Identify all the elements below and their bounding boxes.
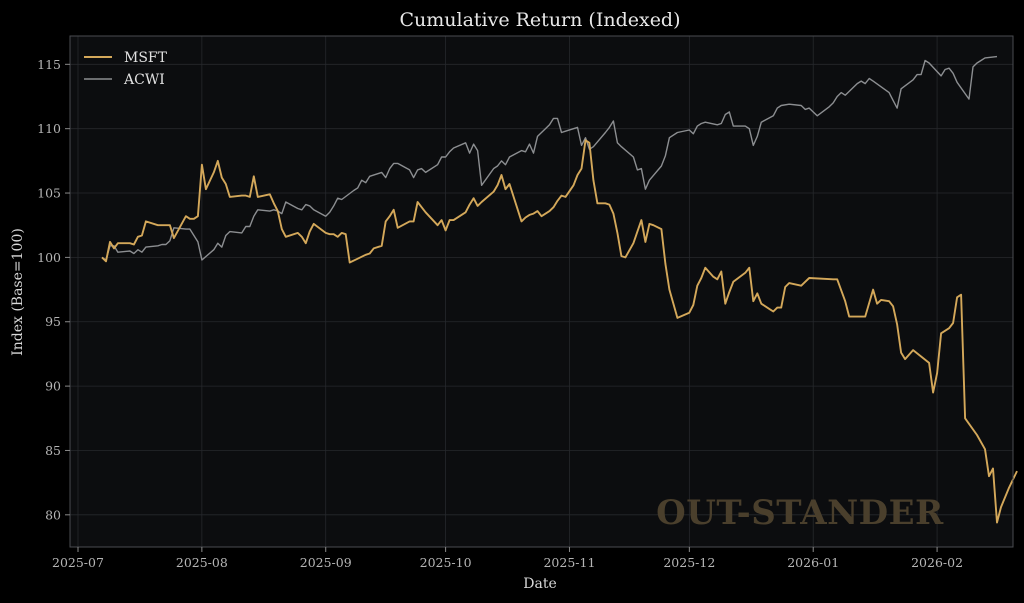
watermark: OUT-STANDER xyxy=(656,493,944,533)
legend: MSFT ACWI xyxy=(84,50,168,88)
x-tick-label: 2025-11 xyxy=(543,555,595,570)
grid xyxy=(70,36,1013,547)
x-tick-label: 2025-12 xyxy=(663,555,715,570)
chart-title: Cumulative Return (Indexed) xyxy=(399,9,680,31)
y-tick-label: 105 xyxy=(37,186,61,201)
y-axis-ticks: 80 85 90 95 100 105 110 115 xyxy=(37,57,70,522)
series-line-msft xyxy=(101,139,1018,524)
series-line-acwi xyxy=(101,55,998,261)
y-tick-label: 100 xyxy=(37,250,61,265)
plot-frame xyxy=(69,35,1014,548)
x-tick-label: 2025-09 xyxy=(300,555,352,570)
x-tick-label: 2025-07 xyxy=(52,555,104,570)
legend-label-msft: MSFT xyxy=(124,50,168,66)
x-tick-label: 2026-01 xyxy=(787,555,839,570)
series-lines xyxy=(101,55,1018,524)
x-tick-label: 2025-08 xyxy=(176,555,228,570)
legend-label-acwi: ACWI xyxy=(123,72,165,88)
y-tick-label: 115 xyxy=(37,57,61,72)
x-tick-label: 2026-02 xyxy=(911,555,963,570)
y-tick-label: 110 xyxy=(37,121,61,136)
x-axis-label: Date xyxy=(523,576,556,592)
plot-area xyxy=(70,36,1013,547)
x-axis-ticks: 2025-07 2025-08 2025-09 2025-10 2025-11 2025-… xyxy=(52,547,963,570)
y-axis-label: Index (Base=100) xyxy=(10,228,26,356)
y-tick-label: 90 xyxy=(45,379,61,394)
y-tick-label: 80 xyxy=(45,507,61,522)
y-tick-label: 95 xyxy=(45,314,61,329)
x-tick-label: 2025-10 xyxy=(420,555,472,570)
y-tick-label: 85 xyxy=(45,443,61,458)
